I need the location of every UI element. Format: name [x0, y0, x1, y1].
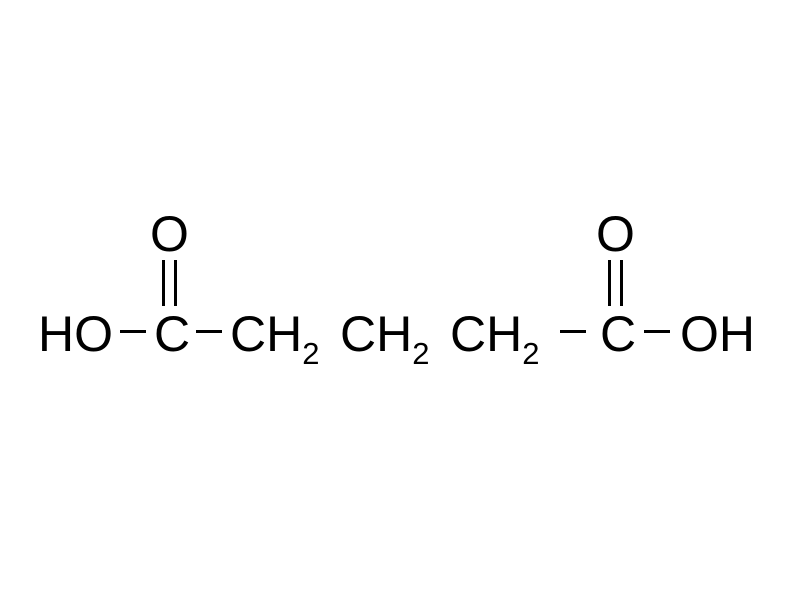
single-bond	[644, 330, 670, 333]
atom-label: CH	[340, 306, 412, 362]
double-bond-line	[608, 260, 611, 306]
atom-label: C	[600, 306, 636, 362]
atom-ch2-1: CH2	[230, 305, 319, 370]
double-bond-line	[174, 260, 177, 306]
atom-c-right: C	[600, 305, 636, 363]
atom-subscript: 2	[412, 336, 429, 371]
atom-label: O	[150, 206, 189, 262]
single-bond	[120, 330, 146, 333]
single-bond	[560, 330, 586, 333]
atom-subscript: 2	[522, 336, 539, 371]
atom-label: HO	[38, 306, 113, 362]
atom-ho-left: HO	[38, 305, 113, 363]
atom-label: C	[154, 306, 190, 362]
atom-c-left: C	[154, 305, 190, 363]
double-bond-line	[620, 260, 623, 306]
single-bond	[196, 330, 222, 333]
atom-ch2-2: CH2	[340, 305, 429, 370]
atom-ch2-3: CH2	[450, 305, 539, 370]
atom-oh-right: OH	[680, 305, 755, 363]
chemical-structure-diagram: { "structure": { "type": "chemical-struc…	[0, 0, 800, 600]
atom-label: CH	[450, 306, 522, 362]
atom-o-top-right: O	[596, 205, 635, 263]
atom-subscript: 2	[302, 336, 319, 371]
atom-label: OH	[680, 306, 755, 362]
atom-o-top-left: O	[150, 205, 189, 263]
atom-label: CH	[230, 306, 302, 362]
double-bond-line	[162, 260, 165, 306]
atom-label: O	[596, 206, 635, 262]
